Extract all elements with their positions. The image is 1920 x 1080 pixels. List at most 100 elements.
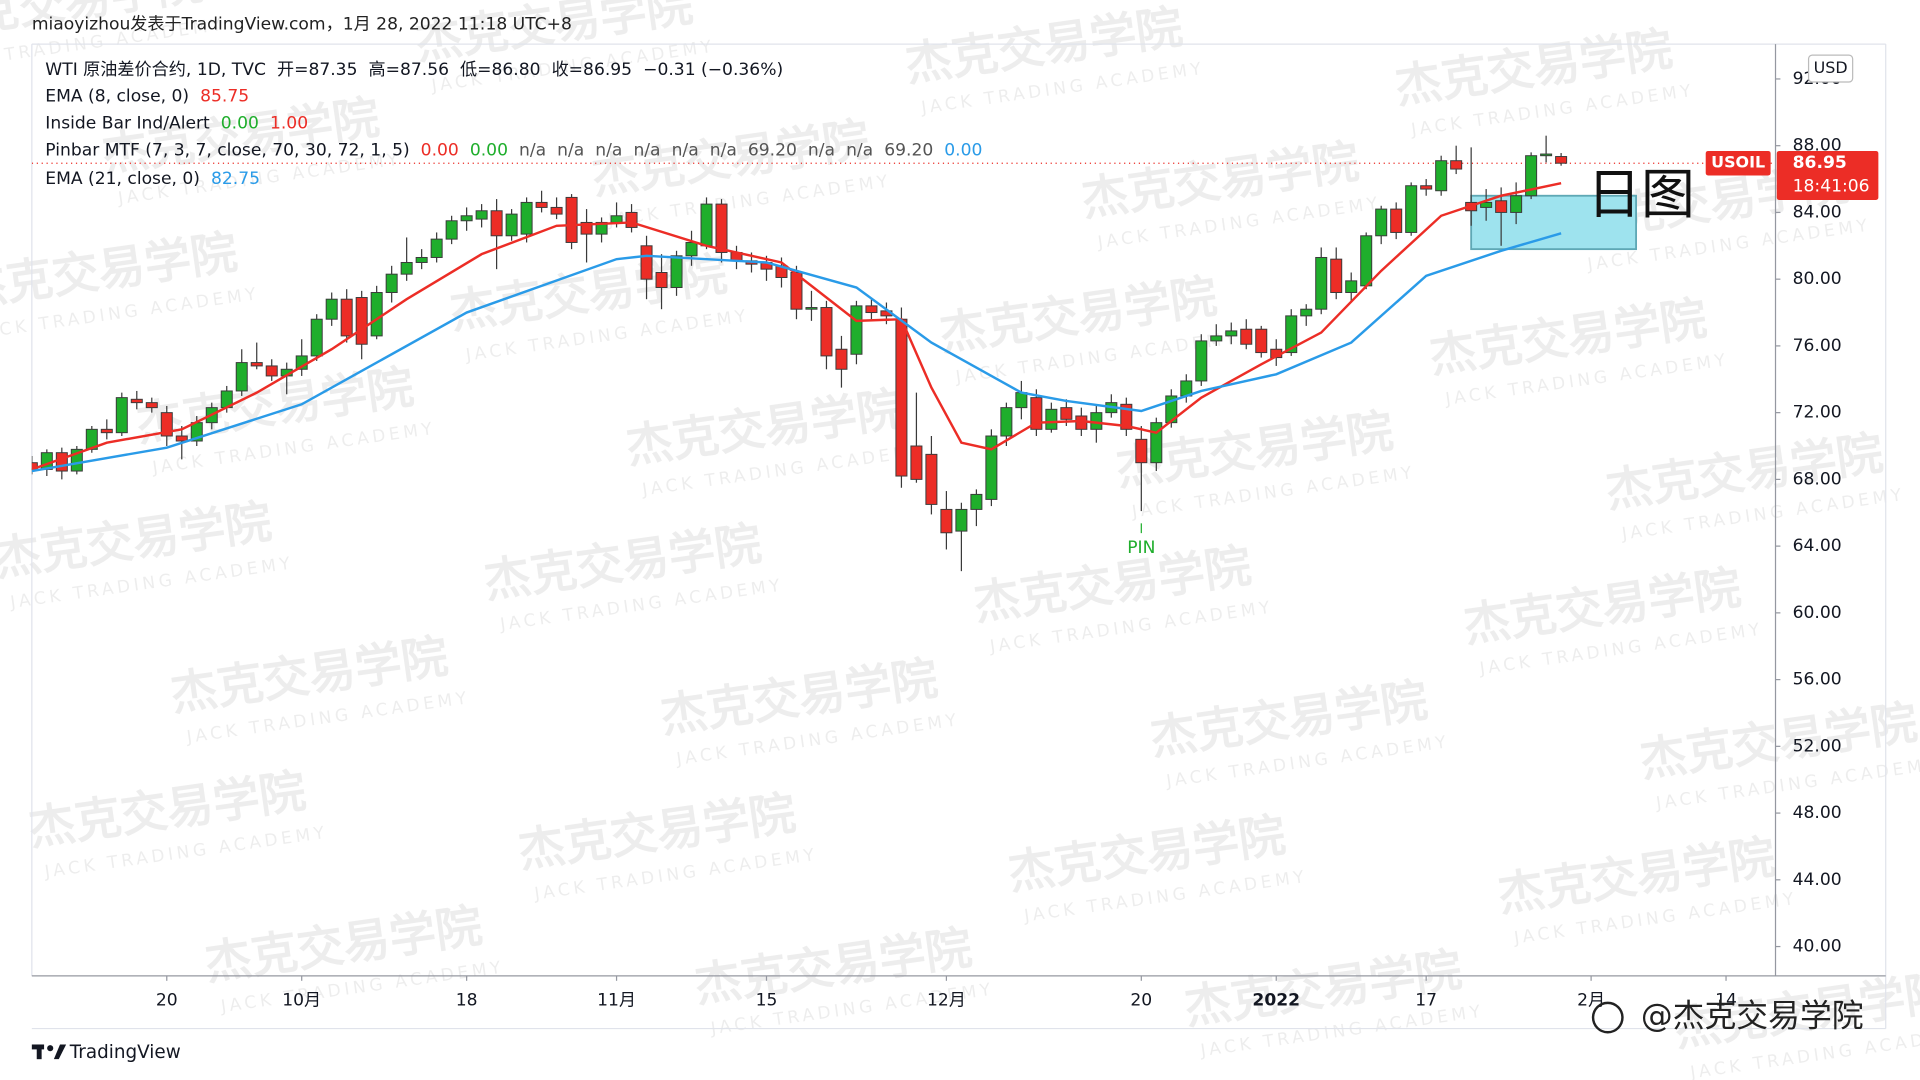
x-tick-label: 10月 xyxy=(282,990,321,1010)
change: −0.31 (−0.36%) xyxy=(643,60,783,80)
plot-area: PIN xyxy=(31,135,1776,572)
candle-body xyxy=(55,452,68,472)
legend-row: Pinbar MTF (7, 3, 7, close, 70, 30, 72, … xyxy=(45,141,982,161)
legend-row: EMA (21, close, 0) 82.75 xyxy=(45,169,260,189)
indicator-value: 0.00 xyxy=(221,114,259,134)
candle-body xyxy=(355,297,368,345)
candle-body xyxy=(1360,235,1373,287)
candle-body xyxy=(655,272,668,289)
ema-line xyxy=(31,232,1562,473)
indicator-value: 69.20 xyxy=(884,141,933,161)
x-tick-label: 15 xyxy=(756,990,778,1010)
ohlc-value: 86.95 xyxy=(583,60,632,80)
candle-body xyxy=(1015,392,1028,409)
logo-part xyxy=(47,1045,54,1052)
candle-body xyxy=(325,298,338,320)
candle-body xyxy=(1120,403,1133,430)
x-tick-label: 17 xyxy=(1415,990,1437,1010)
indicator-value: 1.00 xyxy=(270,114,308,134)
candle-body xyxy=(910,445,923,480)
ema-value: 85.75 xyxy=(200,87,249,107)
currency-box xyxy=(1807,54,1854,83)
candle-body xyxy=(835,348,848,370)
ema-name: EMA (21, close, 0) xyxy=(45,169,200,189)
candle-body xyxy=(70,448,83,472)
candle-body xyxy=(85,428,98,450)
candle-body xyxy=(1555,156,1568,164)
candle-body xyxy=(1540,153,1553,157)
candle-body xyxy=(1030,397,1043,430)
candle-body xyxy=(700,203,713,247)
logo-part xyxy=(36,1044,42,1060)
candle-body xyxy=(1210,335,1223,342)
credit-text: @杰克交易学院 xyxy=(1641,997,1864,1035)
ema-name: EMA (8, close, 0) xyxy=(45,87,189,107)
candle-body xyxy=(1195,340,1208,382)
candle-body xyxy=(1480,201,1493,208)
candle-body xyxy=(385,273,398,294)
candle-body xyxy=(820,307,833,357)
candle-body xyxy=(1450,160,1463,170)
candle-body xyxy=(1495,200,1508,213)
candle-body xyxy=(850,305,863,355)
ema-line xyxy=(31,182,1562,471)
price-tag-value: 86.95 xyxy=(1793,153,1847,173)
candle-body xyxy=(1375,208,1388,237)
candle-body xyxy=(1330,258,1343,294)
candle-body xyxy=(340,298,353,337)
symbol: WTI 原油差价合约, 1D, TVC xyxy=(45,60,266,80)
price-tag xyxy=(1776,150,1879,200)
y-tick-label: 64.00 xyxy=(1793,536,1842,556)
candle-body xyxy=(520,201,533,235)
axes: 40.00 44.00 48.00 52.00 56.00 60.00 64.00 68.00… xyxy=(156,54,1879,1010)
ohlc-value: 87.35 xyxy=(308,60,357,80)
y-tick-label: 52.00 xyxy=(1793,736,1842,756)
candle-body xyxy=(790,272,803,310)
y-tick-label: 72.00 xyxy=(1793,403,1842,423)
candle-body xyxy=(550,206,563,215)
candle-body xyxy=(610,215,623,223)
tradingview-logo: TradingView xyxy=(31,1042,181,1063)
legend-row: WTI 原油差价合约, 1D, TVC 开=87.35 高=87.56 低=86.80… xyxy=(45,60,783,80)
currency-label: USD xyxy=(1814,58,1848,77)
legend: WTI 原油差价合约, 1D, TVC 开=87.35 高=87.56 低=86.80… xyxy=(45,60,982,189)
candle-body xyxy=(400,261,413,275)
indicator-name: Pinbar MTF (7, 3, 7, close, 70, 30, 72, … xyxy=(45,141,409,161)
credit: @杰克交易学院 xyxy=(1591,997,1864,1035)
candle-body xyxy=(31,462,38,470)
logo-part xyxy=(53,1044,67,1060)
candle-body xyxy=(1390,208,1403,233)
candle-body xyxy=(1300,308,1313,317)
x-tick-label: 2022 xyxy=(1252,990,1300,1010)
candle-body xyxy=(475,210,488,220)
candle-body xyxy=(1285,315,1298,354)
symbol-tag-text: USOIL xyxy=(1711,153,1765,172)
candle-body xyxy=(490,210,503,237)
candle-body xyxy=(1060,407,1073,420)
indicator-name: Inside Bar Ind/Alert xyxy=(45,114,210,134)
y-tick-label: 68.00 xyxy=(1793,469,1842,489)
candle-body xyxy=(1255,328,1268,354)
indicator-value: 0.00 xyxy=(944,141,982,161)
x-tick-label: 20 xyxy=(1130,990,1152,1010)
zone-label: 日图 xyxy=(1587,163,1695,226)
candle-body xyxy=(685,241,698,257)
candle-body xyxy=(1345,280,1358,294)
y-tick-label: 84.00 xyxy=(1793,202,1842,222)
candle-body xyxy=(505,213,518,237)
candle-body xyxy=(1435,160,1448,192)
symbol-tag xyxy=(1705,150,1771,176)
candle-body xyxy=(1510,195,1523,213)
indicator-value: 69.20 xyxy=(748,141,797,161)
candle-body xyxy=(1135,438,1148,464)
candle-body xyxy=(430,238,443,258)
indicator-value: n/a xyxy=(595,141,622,161)
candle-body xyxy=(1225,330,1238,337)
credit-icon xyxy=(1591,1001,1624,1034)
candle-body xyxy=(895,318,908,477)
y-tick-label: 76.00 xyxy=(1793,336,1842,356)
legend-row: EMA (8, close, 0) 85.75 xyxy=(45,87,249,107)
brand: TradingView xyxy=(69,1042,181,1063)
